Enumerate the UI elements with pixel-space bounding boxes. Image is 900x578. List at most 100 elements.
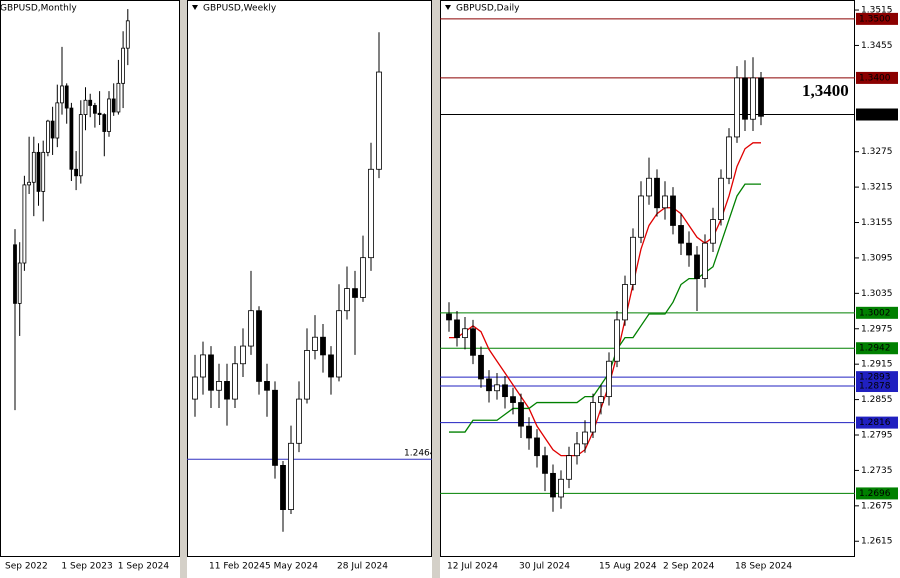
y-tick-label: 1.3275 bbox=[861, 147, 893, 157]
candle-body bbox=[55, 102, 60, 139]
candle-body bbox=[590, 402, 596, 433]
indicator-line bbox=[449, 142, 761, 457]
candle-body bbox=[694, 254, 700, 279]
candle-body bbox=[654, 177, 660, 209]
candle-body bbox=[27, 181, 32, 186]
x-tick-label: 18 Sep 2024 bbox=[735, 562, 792, 572]
candle-body bbox=[376, 71, 382, 170]
candle-body bbox=[78, 114, 83, 177]
candle-body bbox=[558, 478, 564, 498]
candle-body bbox=[50, 120, 55, 139]
candle-body bbox=[121, 47, 125, 84]
candle-body bbox=[102, 114, 107, 132]
y-tick-label: 1.2975 bbox=[861, 324, 893, 334]
candle-body bbox=[22, 184, 27, 264]
candle-body bbox=[264, 381, 270, 391]
y-tick-label: 1.2855 bbox=[861, 395, 893, 405]
candle-body bbox=[574, 443, 580, 457]
candle-body bbox=[566, 455, 572, 480]
candle-body bbox=[31, 151, 36, 183]
candle-body bbox=[360, 257, 366, 298]
candle-body bbox=[69, 107, 74, 170]
candle-body bbox=[470, 328, 476, 356]
candle-body bbox=[622, 284, 628, 321]
candle-body bbox=[638, 195, 644, 238]
candle-body bbox=[598, 396, 604, 403]
level-label: 1.3500 bbox=[859, 14, 891, 24]
candle-body bbox=[462, 328, 468, 339]
level-label: 1.3400 bbox=[859, 73, 891, 83]
candle-body bbox=[734, 77, 740, 138]
level-label-box bbox=[856, 71, 898, 84]
candle-body bbox=[518, 402, 524, 427]
candle-body bbox=[256, 310, 262, 382]
candle-body bbox=[758, 77, 764, 117]
candle-body bbox=[526, 425, 532, 439]
candle-body bbox=[208, 354, 214, 391]
candle-body bbox=[454, 319, 460, 339]
level-label: 1.2696 bbox=[859, 489, 891, 499]
x-tick-label: Sep 2022 bbox=[5, 562, 48, 572]
panel-title: GBPUSD,Daily bbox=[456, 4, 520, 14]
level-label: 1.2816 bbox=[859, 418, 891, 428]
candle-body bbox=[216, 381, 222, 391]
candle-body bbox=[344, 288, 350, 312]
x-tick-label: 1 Sep 2023 bbox=[61, 562, 112, 572]
y-tick-label: 1.3035 bbox=[861, 289, 893, 299]
y-tick-label: 1.2615 bbox=[861, 537, 893, 547]
candle-body bbox=[542, 455, 548, 474]
candle-body bbox=[280, 464, 286, 510]
candle-body bbox=[41, 151, 46, 192]
x-tick-label: 15 Aug 2024 bbox=[599, 562, 657, 572]
level-label-box bbox=[856, 416, 898, 429]
candle-body bbox=[60, 85, 64, 104]
candle-body bbox=[93, 105, 97, 114]
annotation: 1,3400 bbox=[802, 81, 849, 100]
panel-frame bbox=[187, 0, 432, 557]
y-tick-label: 1.2795 bbox=[861, 431, 893, 441]
candle-body bbox=[670, 195, 676, 226]
candle-body bbox=[630, 236, 636, 285]
candle-body bbox=[328, 354, 334, 378]
level-label: 1.2942 bbox=[859, 344, 891, 354]
candle-body bbox=[111, 98, 116, 113]
candle-body bbox=[368, 168, 374, 259]
x-tick-label: 1 Sep 2024 bbox=[118, 562, 170, 572]
candle-body bbox=[17, 262, 22, 304]
candle-body bbox=[272, 389, 278, 466]
candle-body bbox=[336, 310, 342, 378]
candle-body bbox=[582, 431, 588, 445]
candle-body bbox=[13, 244, 17, 304]
x-tick-label: 30 Jul 2024 bbox=[519, 562, 570, 572]
level-label: 1.3002 bbox=[859, 308, 891, 318]
candle-body bbox=[494, 384, 500, 392]
level-label-box bbox=[856, 12, 898, 25]
candle-body bbox=[74, 168, 78, 177]
candle-body bbox=[486, 378, 492, 392]
level-label-box bbox=[856, 306, 898, 319]
level-label: 1.3338 bbox=[859, 110, 891, 120]
level-label: 1.2893 bbox=[859, 373, 891, 383]
candle-body bbox=[534, 437, 540, 457]
weekly-panel: 1.2464 bbox=[187, 32, 432, 532]
title-arrow bbox=[192, 5, 198, 10]
x-tick-label: 28 Jul 2024 bbox=[337, 562, 388, 572]
candle-body bbox=[248, 310, 254, 347]
daily-panel bbox=[440, 18, 855, 512]
candle-body bbox=[320, 336, 326, 356]
price-axis: 1.3500 1.3400 1.3338 1.3002 1.2942 1.2893 1.28… bbox=[855, 6, 898, 547]
level-label-box bbox=[856, 108, 898, 121]
candle-body bbox=[125, 20, 130, 49]
panel-frame bbox=[0, 0, 180, 557]
level-label-box bbox=[856, 487, 898, 500]
candle-body bbox=[83, 99, 88, 115]
candle-body bbox=[97, 112, 102, 115]
candle-body bbox=[510, 396, 516, 403]
candle-body bbox=[702, 242, 708, 279]
candle-body bbox=[352, 288, 358, 298]
candle-body bbox=[662, 195, 668, 209]
panel-title: GBPUSD,Monthly bbox=[0, 4, 77, 14]
candle-body bbox=[742, 77, 748, 120]
